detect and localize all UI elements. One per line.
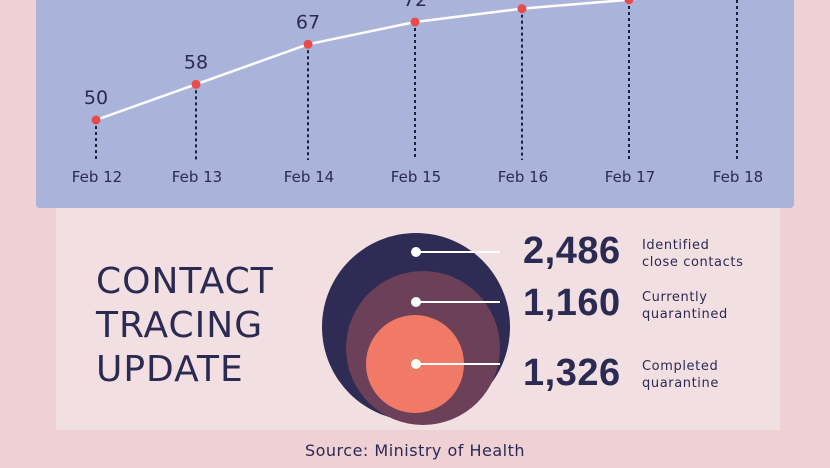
data-point-feb-17 — [624, 0, 634, 5]
x-tick-label-feb-12: Feb 12 — [72, 168, 122, 186]
data-point-feb-14 — [303, 39, 313, 49]
pointer-dot-3 — [411, 359, 421, 369]
stat-quarantined-desc: Currently quarantined — [642, 289, 728, 323]
line-chart-panel: 50 Feb 12 58 Feb 13 67 Feb 14 72 Feb 15 Feb 16 Fe… — [36, 0, 794, 208]
x-tick-label-feb-18: Feb 18 — [713, 168, 763, 186]
x-tick-label-feb-13: Feb 13 — [172, 168, 222, 186]
stat-quarantined-desc-line-1: Currently — [642, 290, 708, 305]
headline-line-1: CONTACT — [96, 261, 274, 302]
source-note: Source: Ministry of Health — [304, 441, 526, 460]
pointer-dot-1 — [411, 247, 421, 257]
stat-completed-desc-line-2: quarantine — [642, 376, 719, 391]
stat-identified-desc-line-2: close contacts — [642, 255, 744, 270]
x-tick-label-feb-16: Feb 16 — [498, 168, 548, 186]
x-tick-label-feb-17: Feb 17 — [605, 168, 655, 186]
headline: CONTACT TRACING UPDATE — [96, 260, 326, 392]
data-point-feb-15 — [410, 17, 420, 27]
pointer-dot-2 — [411, 297, 421, 307]
stat-identified-desc-line-1: Identified — [642, 238, 710, 253]
stat-identified-desc: Identified close contacts — [642, 237, 743, 271]
headline-line-3: UPDATE — [96, 349, 244, 390]
value-label-feb-12: 50 — [84, 87, 108, 109]
stat-quarantined-desc-line-2: quarantined — [642, 307, 728, 322]
value-label-feb-13: 58 — [184, 51, 208, 73]
stat-quarantined-value: 1,160 — [523, 282, 621, 324]
value-label-feb-15: 72 — [403, 0, 427, 11]
value-label-feb-14: 67 — [296, 11, 320, 33]
x-tick-label-feb-15: Feb 15 — [391, 168, 441, 186]
x-tick-label-feb-14: Feb 14 — [284, 168, 334, 186]
contact-tracing-panel: CONTACT TRACING UPDATE 2,486 Identified … — [56, 208, 780, 430]
data-point-feb-16 — [517, 4, 527, 14]
stat-completed-desc: Completed quarantine — [642, 358, 719, 392]
data-point-feb-13 — [191, 79, 201, 89]
stat-completed-desc-line-1: Completed — [642, 359, 719, 374]
stat-identified-value: 2,486 — [523, 230, 621, 272]
nested-circles-graphic — [322, 233, 510, 425]
stat-completed-value: 1,326 — [523, 352, 621, 394]
headline-line-2: TRACING — [96, 305, 264, 346]
line-chart: 50 Feb 12 58 Feb 13 67 Feb 14 72 Feb 15 Feb 16 Fe… — [72, 0, 763, 186]
data-point-feb-12 — [91, 115, 101, 125]
